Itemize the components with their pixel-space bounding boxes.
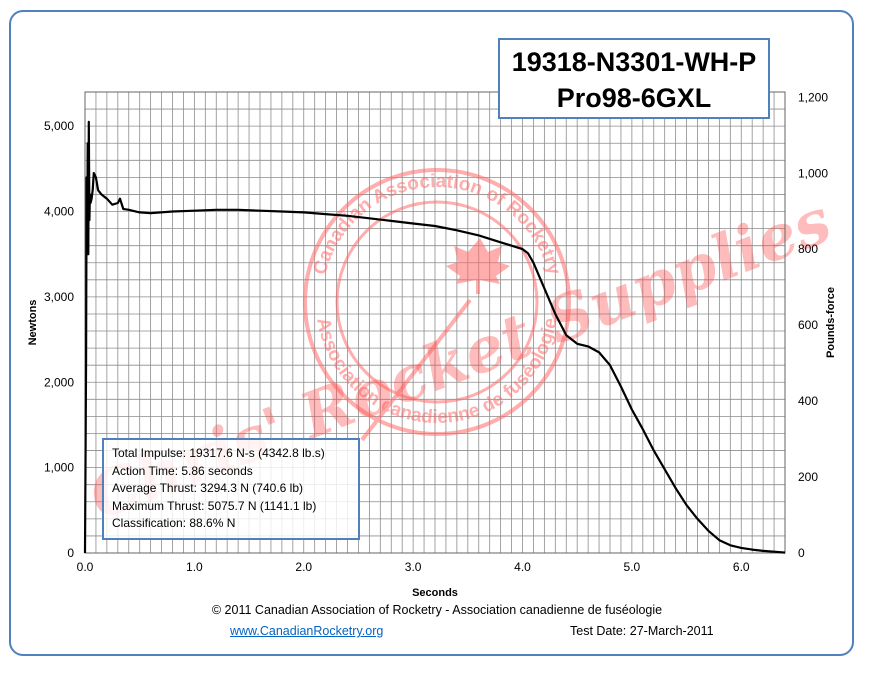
plot-area-border (84, 91, 786, 554)
x-tick-label: 4.0 (514, 560, 531, 574)
action-time: Action Time: 5.86 seconds (112, 463, 253, 478)
y-right-tick-label: 0 (798, 546, 805, 560)
x-axis-title: Seconds (412, 587, 458, 599)
x-tick-label: 5.0 (624, 560, 641, 574)
y-tick-label: 1,000 (44, 461, 74, 475)
motor-title-box: 19318-N3301-WH-P Pro98-6GXL (498, 38, 770, 119)
total-impulse: Total Impulse: 19317.6 N-s (4342.8 lb.s) (112, 446, 325, 460)
y-right-tick-label: 400 (798, 394, 818, 408)
x-tick-label: 6.0 (733, 560, 750, 574)
footer-copyright: © 2011 Canadian Association of Rocketry … (211, 603, 663, 617)
y-right-axis-title: Pounds-force (825, 287, 837, 358)
y-axis-title: Newtons (27, 300, 39, 346)
y-right-tick-label: 1,200 (798, 90, 828, 104)
y-tick-label: 3,000 (44, 290, 74, 304)
classification: Classification: 88.6% N (112, 516, 236, 531)
y-tick-label: 0 (67, 546, 74, 560)
average-thrust: Average Thrust: 3294.3 N (740.6 lb) (112, 481, 304, 496)
axis-labels: 0.0 1.0 2.0 3.0 4.0 5.0 6.0 0 1,000 2,000 3,000 4,0… (27, 90, 837, 599)
x-tick-label: 3.0 (405, 560, 422, 574)
maximum-thrust: Maximum Thrust: 5075.7 N (1141.1 lb) (112, 498, 317, 513)
y-tick-label: 2,000 (44, 375, 74, 389)
motor-name: Pro98-6GXL (556, 83, 712, 113)
y-right-tick-label: 800 (798, 242, 818, 256)
y-right-tick-label: 1,000 (798, 166, 828, 180)
y-right-tick-label: 200 (798, 470, 818, 484)
x-tick-label: 1.0 (186, 560, 203, 574)
x-tick-label: 2.0 (295, 560, 312, 574)
x-tick-label: 0.0 (77, 560, 94, 574)
y-right-tick-label: 600 (798, 318, 818, 332)
website-link[interactable]: www.CanadianRocketry.org (230, 624, 384, 638)
thrust-curve (83, 120, 786, 554)
motor-id: 19318-N3301-WH-P (511, 47, 757, 77)
y-tick-label: 4,000 (44, 205, 74, 219)
y-tick-label: 5,000 (44, 119, 74, 133)
stats-box: Total Impulse: 19317.6 N-s (4342.8 lb.s)… (102, 438, 360, 540)
axes (84, 91, 786, 554)
maple-leaf-icon (446, 238, 510, 294)
test-date: Test Date: 27-March-2011 (570, 624, 714, 638)
